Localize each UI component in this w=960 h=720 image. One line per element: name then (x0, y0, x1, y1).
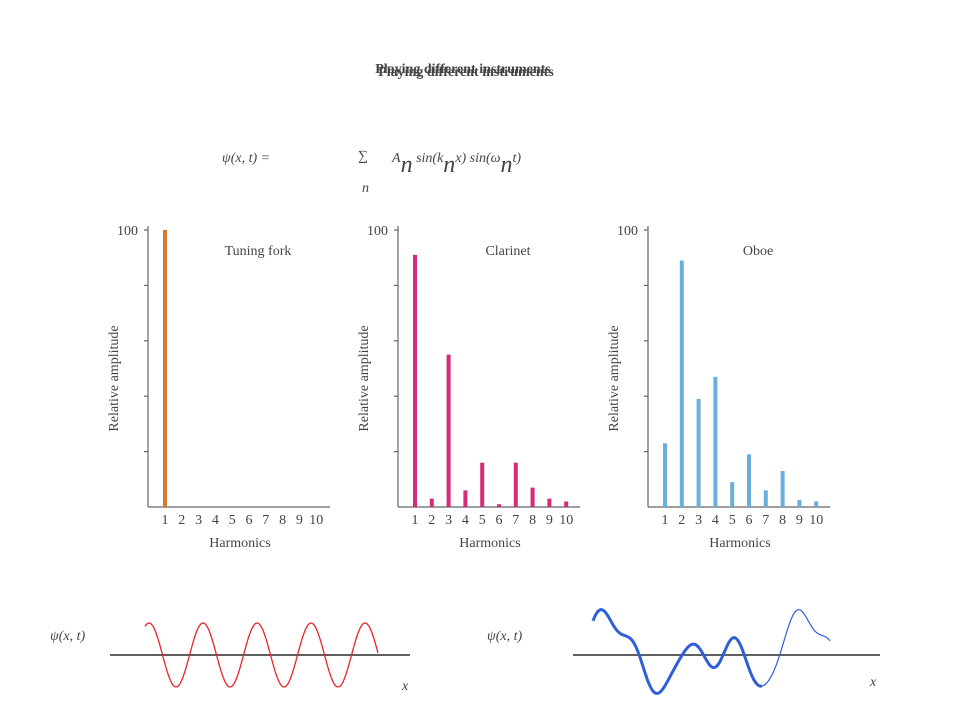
formula-term: t) (513, 151, 522, 166)
bar (814, 501, 819, 507)
x-tick-label: 1 (162, 513, 169, 528)
x-tick-label: 3 (195, 513, 202, 528)
bar (679, 260, 684, 507)
x-tick-label: 10 (809, 513, 823, 528)
wave-label: ψ(x, t) (50, 629, 85, 644)
x-axis-label: Harmonics (459, 536, 520, 551)
y-tick-label: 100 (617, 224, 638, 239)
x-tick-label: 8 (529, 513, 536, 528)
bar (513, 462, 518, 507)
x-tick-label: 3 (445, 513, 452, 528)
bar (663, 443, 667, 507)
x-tick-label: 8 (279, 513, 286, 528)
bar (747, 454, 751, 507)
x-tick-label: 4 (212, 513, 219, 528)
x-tick-label: 10 (309, 513, 323, 528)
bar (413, 254, 417, 507)
x-tick-label: 4 (712, 513, 719, 528)
chart-title: Oboe (743, 244, 773, 259)
title-shadow: Playing different instruments (378, 65, 554, 80)
y-axis-label: Relative amplitude (357, 325, 372, 431)
x-tick-label: 2 (178, 513, 185, 528)
x-tick-label: 1 (662, 513, 669, 528)
bar (780, 470, 785, 507)
bar (696, 398, 701, 507)
y-tick-label: 100 (367, 224, 388, 239)
x-tick-label: 7 (512, 513, 519, 528)
x-tick-label: 7 (262, 513, 269, 528)
x-tick-label: 9 (546, 513, 553, 528)
formula-subscript: n (401, 152, 413, 178)
bar (797, 500, 802, 507)
bar (564, 501, 569, 507)
wave-curve (144, 622, 379, 688)
x-tick-label: 5 (479, 513, 486, 528)
formula-sum: ∑ (358, 149, 368, 164)
chart-title: Clarinet (485, 244, 530, 259)
wave-label: ψ(x, t) (487, 629, 522, 644)
bar (530, 487, 535, 507)
x-tick-label: 8 (779, 513, 786, 528)
x-tick-label: 6 (246, 513, 253, 528)
bar (763, 490, 768, 507)
wave-curve (761, 609, 831, 687)
x-axis-label: Harmonics (209, 536, 270, 551)
bar (713, 376, 718, 507)
bar (497, 504, 501, 507)
x-tick-label: 9 (796, 513, 803, 528)
x-tick-label: 1 (412, 513, 419, 528)
x-tick-label: 6 (746, 513, 753, 528)
bar (730, 482, 735, 507)
slide-title: Playing different instruments (375, 62, 551, 77)
x-tick-label: 10 (559, 513, 573, 528)
bar (480, 462, 485, 507)
formula-rhs: An sin(knx) sin(ωnt) (391, 151, 521, 178)
bar (547, 498, 552, 507)
bar (446, 354, 451, 507)
wave-axis-label: x (869, 675, 877, 690)
formula-subscript: n (501, 152, 513, 178)
x-tick-label: 6 (496, 513, 503, 528)
x-tick-label: 3 (695, 513, 702, 528)
formula-lhs: ψ(x, t) = (222, 151, 270, 166)
formula-index: n (362, 181, 369, 196)
formula-term: x) sin(ω (454, 151, 500, 166)
bar (429, 498, 434, 507)
wave-axis-label: x (401, 679, 409, 694)
x-tick-label: 7 (762, 513, 769, 528)
x-tick-label: 5 (729, 513, 736, 528)
formula-subscript: n (443, 152, 455, 178)
formula-term: sin(k (413, 151, 445, 166)
x-tick-label: 9 (296, 513, 303, 528)
wave-curve (591, 608, 763, 695)
y-tick-label: 100 (117, 224, 138, 239)
chart-title: Tuning fork (225, 244, 292, 259)
x-tick-label: 2 (678, 513, 685, 528)
x-tick-label: 2 (428, 513, 435, 528)
x-axis-label: Harmonics (709, 536, 770, 551)
bar (163, 230, 167, 507)
formula-term: A (391, 151, 401, 166)
x-tick-label: 4 (462, 513, 469, 528)
y-axis-label: Relative amplitude (607, 325, 622, 431)
x-tick-label: 5 (229, 513, 236, 528)
y-axis-label: Relative amplitude (107, 325, 122, 431)
bar (463, 490, 468, 507)
